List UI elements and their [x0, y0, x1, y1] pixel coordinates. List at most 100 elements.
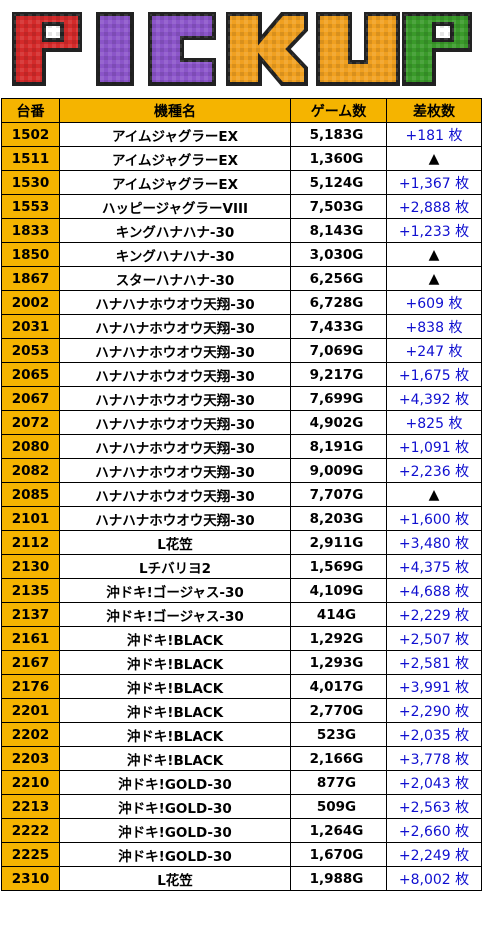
machine-number-cell: 2065 [1, 362, 60, 387]
game-count-cell: 1,264G [290, 818, 387, 843]
table-row: 1511 アイムジャグラーEX 1,360G ▲ [1, 146, 482, 171]
coin-difference-cell: +247 枚 [386, 338, 482, 363]
coin-difference-cell: +1,600 枚 [386, 506, 482, 531]
game-count-cell: 2,166G [290, 746, 387, 771]
game-count-cell: 1,988G [290, 866, 387, 891]
machine-number-cell: 2067 [1, 386, 60, 411]
machine-number-cell: 1511 [1, 146, 60, 171]
coin-difference-cell: +2,236 枚 [386, 458, 482, 483]
machine-number-cell: 1867 [1, 266, 60, 291]
machine-number-cell: 2053 [1, 338, 60, 363]
coin-difference-cell: +609 枚 [386, 290, 482, 315]
table-row: 2203 沖ドキ!BLACK 2,166G +3,778 枚 [1, 746, 482, 771]
table-row: 1530 アイムジャグラーEX 5,124G +1,367 枚 [1, 170, 482, 195]
logo-letter-k [226, 12, 308, 86]
coin-difference-cell: +4,375 枚 [386, 554, 482, 579]
table-row: 2053 ハナハナホウオウ天翔-30 7,069G +247 枚 [1, 338, 482, 363]
machine-name-cell: 沖ドキ!BLACK [59, 722, 291, 747]
game-count-cell: 2,911G [290, 530, 387, 555]
game-count-cell: 4,017G [290, 674, 387, 699]
logo-letter-i [96, 12, 134, 86]
machine-name-cell: ハナハナホウオウ天翔-30 [59, 362, 291, 387]
game-count-cell: 6,256G [290, 266, 387, 291]
machine-name-cell: 沖ドキ!GOLD-30 [59, 770, 291, 795]
coin-difference-cell: +2,888 枚 [386, 194, 482, 219]
table-row: 2161 沖ドキ!BLACK 1,292G +2,507 枚 [1, 626, 482, 651]
coin-difference-cell: ▲ [386, 482, 482, 507]
game-count-cell: 523G [290, 722, 387, 747]
coin-difference-cell: +2,249 枚 [386, 842, 482, 867]
logo-letter-p1 [12, 12, 82, 86]
game-count-cell: 5,124G [290, 170, 387, 195]
table-row: 2213 沖ドキ!GOLD-30 509G +2,563 枚 [1, 794, 482, 819]
game-count-cell: 414G [290, 602, 387, 627]
table-row: 2135 沖ドキ!ゴージャス-30 4,109G +4,688 枚 [1, 578, 482, 603]
game-count-cell: 8,143G [290, 218, 387, 243]
table-row: 2202 沖ドキ!BLACK 523G +2,035 枚 [1, 722, 482, 747]
machine-name-cell: ハナハナホウオウ天翔-30 [59, 290, 291, 315]
header-coin-difference: 差枚数 [386, 98, 482, 123]
coin-difference-cell: +3,991 枚 [386, 674, 482, 699]
table-header-row: 台番 機種名 ゲーム数 差枚数 [1, 98, 482, 123]
machine-number-cell: 2112 [1, 530, 60, 555]
machine-name-cell: キングハナハナ-30 [59, 242, 291, 267]
machine-name-cell: ハナハナホウオウ天翔-30 [59, 434, 291, 459]
machine-name-cell: 沖ドキ!ゴージャス-30 [59, 602, 291, 627]
coin-difference-cell: +838 枚 [386, 314, 482, 339]
machine-number-cell: 2213 [1, 794, 60, 819]
game-count-cell: 8,191G [290, 434, 387, 459]
machine-number-cell: 2135 [1, 578, 60, 603]
coin-difference-cell: ▲ [386, 242, 482, 267]
coin-difference-cell: +2,035 枚 [386, 722, 482, 747]
machine-name-cell: スターハナハナ-30 [59, 266, 291, 291]
game-count-cell: 5,183G [290, 122, 387, 147]
game-count-cell: 7,069G [290, 338, 387, 363]
machine-name-cell: 沖ドキ!BLACK [59, 746, 291, 771]
table-row: 2067 ハナハナホウオウ天翔-30 7,699G +4,392 枚 [1, 386, 482, 411]
machine-number-cell: 2167 [1, 650, 60, 675]
table-row: 1502 アイムジャグラーEX 5,183G +181 枚 [1, 122, 482, 147]
coin-difference-cell: +825 枚 [386, 410, 482, 435]
table-row: 2222 沖ドキ!GOLD-30 1,264G +2,660 枚 [1, 818, 482, 843]
machine-name-cell: 沖ドキ!BLACK [59, 650, 291, 675]
machine-name-cell: 沖ドキ!GOLD-30 [59, 842, 291, 867]
machine-name-cell: ハナハナホウオウ天翔-30 [59, 338, 291, 363]
machine-number-cell: 2130 [1, 554, 60, 579]
table-row: 1850 キングハナハナ-30 3,030G ▲ [1, 242, 482, 267]
pickup-banner [0, 0, 483, 98]
coin-difference-cell: ▲ [386, 266, 482, 291]
machine-name-cell: 沖ドキ!BLACK [59, 626, 291, 651]
pickup-logo [12, 12, 472, 86]
coin-difference-cell: +1,675 枚 [386, 362, 482, 387]
machine-number-cell: 2201 [1, 698, 60, 723]
table-row: 2201 沖ドキ!BLACK 2,770G +2,290 枚 [1, 698, 482, 723]
game-count-cell: 1,670G [290, 842, 387, 867]
machine-name-cell: アイムジャグラーEX [59, 146, 291, 171]
coin-difference-cell: +1,233 枚 [386, 218, 482, 243]
table-row: 2031 ハナハナホウオウ天翔-30 7,433G +838 枚 [1, 314, 482, 339]
game-count-cell: 7,503G [290, 194, 387, 219]
machine-name-cell: ハナハナホウオウ天翔-30 [59, 314, 291, 339]
coin-difference-cell: +4,688 枚 [386, 578, 482, 603]
machine-name-cell: 沖ドキ!BLACK [59, 698, 291, 723]
machine-number-cell: 1833 [1, 218, 60, 243]
machine-name-cell: ハナハナホウオウ天翔-30 [59, 410, 291, 435]
table-row: 2112 L花笠 2,911G +3,480 枚 [1, 530, 482, 555]
game-count-cell: 9,217G [290, 362, 387, 387]
machine-number-cell: 2202 [1, 722, 60, 747]
coin-difference-cell: +2,229 枚 [386, 602, 482, 627]
coin-difference-cell: +2,507 枚 [386, 626, 482, 651]
machine-name-cell: 沖ドキ!BLACK [59, 674, 291, 699]
game-count-cell: 1,569G [290, 554, 387, 579]
machine-number-cell: 2080 [1, 434, 60, 459]
coin-difference-cell: +4,392 枚 [386, 386, 482, 411]
machine-number-cell: 2072 [1, 410, 60, 435]
table-row: 2080 ハナハナホウオウ天翔-30 8,191G +1,091 枚 [1, 434, 482, 459]
machine-number-cell: 1502 [1, 122, 60, 147]
game-count-cell: 1,293G [290, 650, 387, 675]
logo-letter-u [316, 12, 400, 86]
machine-name-cell: キングハナハナ-30 [59, 218, 291, 243]
table-row: 2085 ハナハナホウオウ天翔-30 7,707G ▲ [1, 482, 482, 507]
table-row: 2101 ハナハナホウオウ天翔-30 8,203G +1,600 枚 [1, 506, 482, 531]
game-count-cell: 8,203G [290, 506, 387, 531]
